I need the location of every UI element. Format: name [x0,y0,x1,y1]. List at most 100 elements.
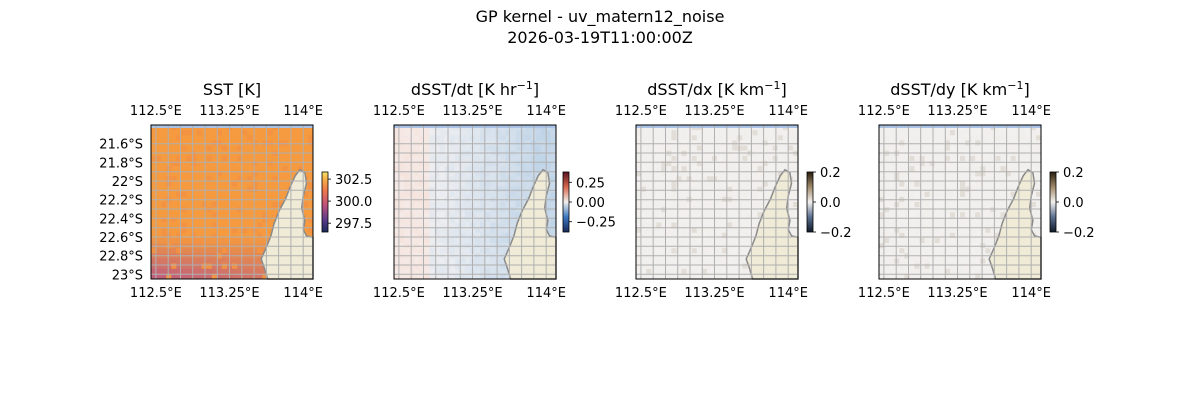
field-cell [965,171,971,177]
field-cell [399,237,405,244]
field-cell [995,171,1001,177]
field-cell [641,248,647,254]
field-cell [884,248,890,254]
field-cell [919,222,925,228]
field-cell [651,222,657,228]
field-cell [686,232,692,239]
field-cell [545,222,552,228]
field-cell [444,166,450,172]
field-cell [995,191,1001,198]
field-cell [221,160,228,167]
field-cell [975,155,981,162]
field-cell [525,186,531,193]
field-cell [681,273,687,280]
field-cell [186,207,192,213]
field-cell [701,202,708,208]
field-cell [792,135,799,141]
y-tick-label: 21.6°S [99,138,143,153]
field-cell [515,186,521,193]
field-cell [216,166,223,172]
field-cell [216,207,223,213]
field-cell [732,160,738,167]
field-cell [1005,155,1011,162]
field-cell [485,222,491,228]
field-cell [302,145,309,151]
field-cell [206,176,213,182]
field-cell [302,191,309,198]
field-cell [944,232,951,239]
field-cell [161,181,167,187]
field-cell [767,176,773,182]
field-cell [636,273,642,280]
field-cell [757,130,763,136]
field-cell [772,181,779,187]
field-cell [242,273,248,280]
field-cell [399,186,405,193]
field-cell [787,130,794,136]
field-cell [742,222,748,228]
field-cell [924,176,930,182]
field-cell [924,227,930,234]
field-cell [176,243,182,249]
field-cell [1005,166,1011,172]
field-cell [495,212,501,218]
field-cell [221,258,228,264]
field-cell [439,135,445,141]
field-cell [449,222,456,228]
field-cell [884,212,890,218]
field-cell [909,222,915,228]
field-cell [970,263,976,270]
field-cell [924,258,930,264]
field-cell [176,140,182,146]
field-cell [495,217,501,223]
field-cell [480,155,486,162]
field-cell [980,155,986,162]
field-cell [186,243,192,249]
field-cell [914,248,920,254]
field-cell [252,243,258,249]
field-cell [151,186,157,193]
field-cell [691,130,698,136]
field-cell [495,227,501,234]
field-cell [904,155,910,162]
field-cell [399,248,405,254]
field-cell [944,258,951,264]
field-cell [960,232,966,239]
field-cell [879,186,885,193]
field-cell [525,176,531,182]
field-cell [1020,166,1027,172]
field-cell [525,191,531,198]
field-cell [975,181,981,187]
field-cell [1005,160,1011,167]
field-cell [449,166,456,172]
field-cell [975,145,981,151]
field-cell [171,217,177,223]
field-cell [884,207,890,213]
field-cell [161,160,167,167]
field-cell [302,130,309,136]
field-cell [221,191,228,198]
field-cell [696,186,703,193]
field-cell [216,243,223,249]
field-cell [722,222,728,228]
field-cell [151,135,157,141]
field-cell [307,186,314,193]
field-cell [899,237,905,244]
field-cell [216,160,223,167]
field-cell [949,171,956,177]
field-cell [500,140,506,146]
field-cell [221,181,228,187]
field-cell [737,227,743,234]
field-cell [661,248,667,254]
field-cell [767,155,773,162]
field-cell [181,176,187,182]
field-cell [500,212,506,218]
field-cell [211,263,218,270]
field-cell [701,181,708,187]
field-cell [899,166,905,172]
field-cell [216,222,223,228]
x-tick-label-bottom: 114°E [768,286,808,301]
colorbar-tick-label: 0.0 [1063,196,1084,211]
field-cell [287,171,294,177]
field-cell [970,222,976,228]
